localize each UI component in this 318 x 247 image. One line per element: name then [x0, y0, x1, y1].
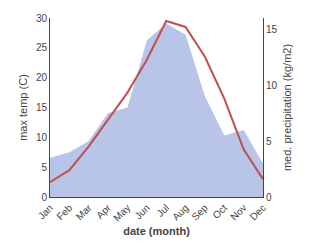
- svg-text:Feb: Feb: [54, 202, 74, 222]
- svg-text:Aug: Aug: [170, 202, 190, 222]
- svg-text:Sep: Sep: [189, 202, 210, 223]
- svg-text:20: 20: [36, 72, 48, 83]
- svg-text:May: May: [111, 202, 132, 223]
- svg-text:Apr: Apr: [94, 202, 113, 221]
- svg-text:Jun: Jun: [133, 202, 152, 221]
- svg-text:10: 10: [266, 80, 278, 91]
- svg-text:0: 0: [41, 192, 47, 203]
- svg-text:Mar: Mar: [74, 202, 94, 222]
- svg-text:5: 5: [41, 162, 47, 173]
- svg-text:date (month): date (month): [123, 225, 190, 237]
- svg-text:med. precipitation (kg/m2): med. precipitation (kg/m2): [281, 44, 293, 171]
- svg-text:Nov: Nov: [228, 202, 248, 222]
- svg-text:5: 5: [266, 136, 272, 147]
- svg-text:Jan: Jan: [36, 202, 55, 221]
- svg-text:max temp (C): max temp (C): [17, 74, 29, 141]
- svg-text:25: 25: [36, 42, 48, 53]
- svg-text:10: 10: [36, 132, 48, 143]
- svg-text:15: 15: [266, 24, 278, 35]
- svg-text:Oct: Oct: [210, 202, 229, 221]
- svg-text:Dec: Dec: [248, 202, 268, 222]
- svg-text:15: 15: [36, 102, 48, 113]
- svg-text:0: 0: [266, 192, 272, 203]
- svg-text:30: 30: [36, 13, 48, 24]
- svg-text:Jul: Jul: [154, 202, 171, 219]
